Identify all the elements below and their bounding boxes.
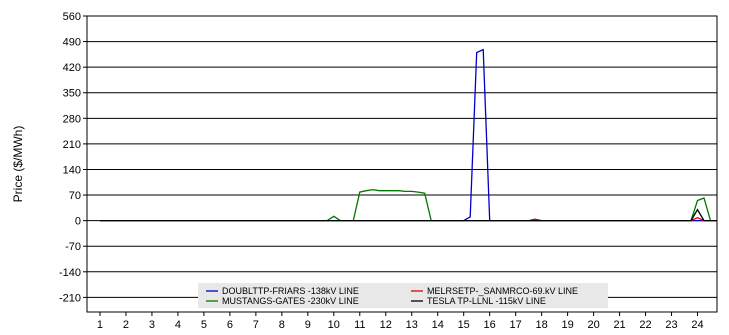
y-axis: 560 490 420 350 280 210 140 70 0 -70 -140 -210 (59, 11, 87, 304)
plot-frame (86, 15, 718, 313)
x-tick-label: 13 (406, 319, 418, 331)
legend: DOUBLTTP-FRIARS -138kV LINE MELRSETP-_SAN… (198, 283, 608, 308)
x-tick-label: 22 (639, 319, 651, 331)
x-tick-label: 19 (561, 319, 573, 331)
x-tick-label: 12 (380, 319, 392, 331)
x-tick-label: 17 (510, 319, 522, 331)
x-tick-label: 20 (587, 319, 599, 331)
y-tick-label: -70 (65, 241, 81, 253)
x-tick-label: 15 (458, 319, 470, 331)
y-tick-label: 350 (63, 88, 81, 100)
y-axis-title: Price ($/MWh) (11, 126, 25, 203)
y-tick-label: 210 (63, 139, 81, 151)
x-tick-label: 18 (536, 319, 548, 331)
series-lines (100, 48, 717, 222)
x-tick-label: 2 (123, 319, 129, 331)
x-tick-label: 21 (613, 319, 625, 331)
y-tick-label: -210 (59, 292, 81, 304)
y-tick-label: 560 (63, 11, 81, 23)
x-tick-label: 3 (149, 319, 155, 331)
x-tick-label: 11 (354, 319, 365, 331)
y-tick-label: 420 (63, 62, 81, 74)
x-tick-label: 14 (432, 319, 444, 331)
x-tick-label: 16 (484, 319, 496, 331)
x-tick-label: 8 (279, 319, 285, 331)
x-tick-label: 24 (691, 319, 703, 331)
x-tick-label: 9 (305, 319, 311, 331)
x-tick-label: 5 (201, 319, 207, 331)
legend-label: MUSTANGS-GATES -230kV LINE (222, 296, 359, 306)
legend-label: MELRSETP-_SANMRCO-69.kV LINE (427, 286, 578, 296)
legend-label: TESLA TP-LLNL -115kV LINE (427, 296, 546, 306)
y-tick-label: 0 (75, 216, 81, 228)
x-tick-label: 10 (328, 319, 340, 331)
x-tick-label: 23 (665, 319, 677, 331)
legend-box (198, 283, 608, 308)
x-tick-label: 4 (175, 319, 181, 331)
y-tick-label: 140 (63, 164, 81, 176)
y-tick-label: -140 (59, 267, 81, 279)
x-tick-label: 7 (253, 319, 259, 331)
series-line-3 (100, 208, 717, 222)
x-tick-label: 1 (97, 319, 103, 331)
x-tick-label: 6 (227, 319, 233, 331)
y-tick-label: 70 (69, 190, 81, 202)
x-axis: 1 2 3 4 5 6 7 8 9 10 11 12 13 14 15 16 17 18 19 20 21 22 23 24 (97, 312, 704, 331)
y-tick-label: 490 (63, 37, 81, 49)
y-tick-label: 280 (63, 113, 81, 125)
legend-label: DOUBLTTP-FRIARS -138kV LINE (222, 286, 359, 296)
